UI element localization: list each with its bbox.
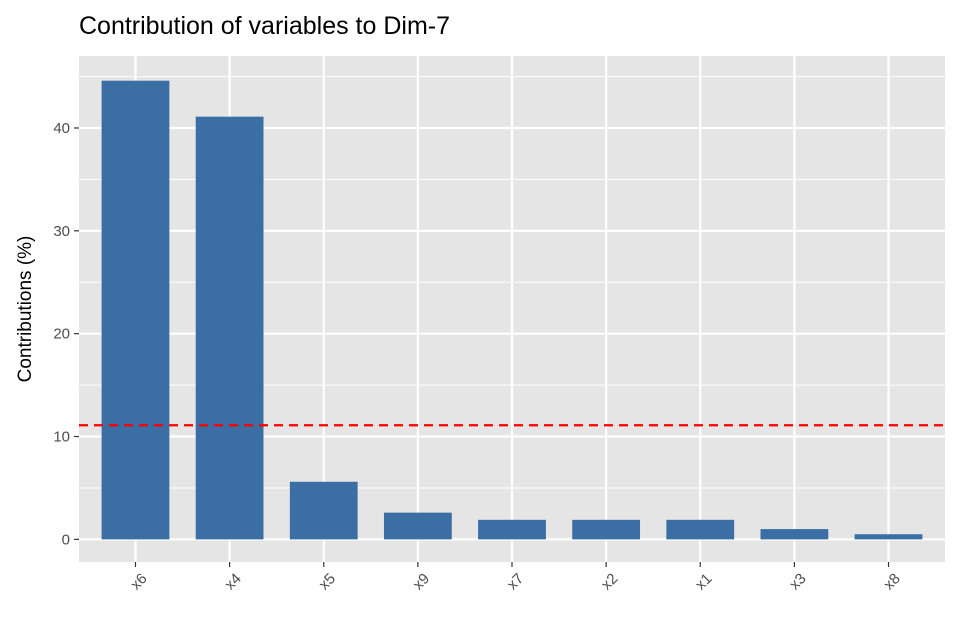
bar-x3 xyxy=(760,529,829,540)
x-axis-ticks: x6 x4 x5 x9 x7 x2 x1 x3 x8 xyxy=(127,562,904,593)
bar-x7 xyxy=(478,519,546,540)
bars xyxy=(101,80,923,540)
bar-x6 xyxy=(101,80,170,540)
y-tick-label: 0 xyxy=(62,531,70,548)
x-tick-label: x2 xyxy=(598,570,621,593)
x-tick-label: x8 xyxy=(880,570,903,593)
bar-x1 xyxy=(666,519,735,540)
y-axis-ticks: 0 10 20 30 40 xyxy=(53,120,79,548)
bar-x9 xyxy=(383,512,452,540)
bar-x2 xyxy=(572,519,641,540)
x-tick-label: x4 xyxy=(222,570,245,593)
y-tick-label: 20 xyxy=(53,326,70,343)
chart-title: Contribution of variables to Dim-7 xyxy=(79,12,450,40)
bar-x8 xyxy=(854,534,923,540)
x-tick-label: x6 xyxy=(127,570,150,593)
bar-x4 xyxy=(195,116,264,540)
bar-x5 xyxy=(289,481,358,540)
x-tick-label: x7 xyxy=(504,570,527,593)
x-tick-label: x1 xyxy=(692,570,715,593)
y-tick-label: 30 xyxy=(53,223,70,240)
y-axis-title: Contributions (%) xyxy=(15,236,36,383)
y-tick-label: 10 xyxy=(53,429,70,446)
x-tick-label: x3 xyxy=(786,570,809,593)
x-tick-label: x9 xyxy=(410,570,433,593)
x-tick-label: x5 xyxy=(316,570,339,593)
y-tick-label: 40 xyxy=(53,120,70,137)
